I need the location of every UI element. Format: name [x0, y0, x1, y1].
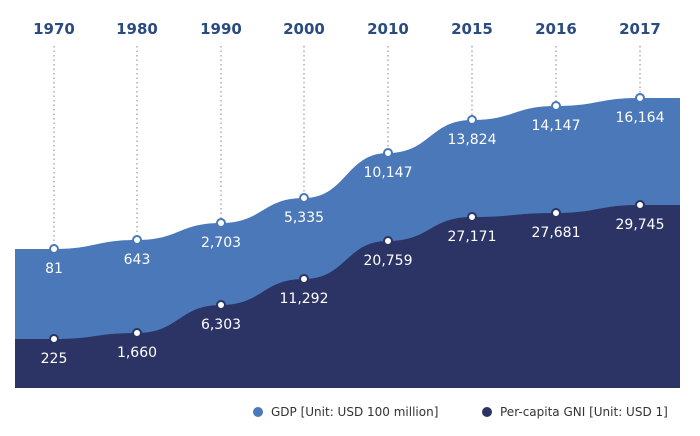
legend-gni-marker: [482, 407, 492, 417]
gdp-value-label: 13,824: [448, 132, 497, 148]
year-labels: 1970 1980 1990 2000 2010 2015 2016 2017: [33, 20, 661, 38]
year-guide-lines: [53, 46, 641, 245]
gni-value-label: 1,660: [117, 345, 157, 361]
legend-gni-label: Per-capita GNI [Unit: USD 1]: [500, 405, 668, 419]
gni-point: [49, 334, 59, 344]
value-labels: 81 225 643 1,660 2,703 6,303 5,335 11,292 10,147…: [41, 110, 665, 367]
gdp-point: [551, 101, 561, 111]
gni-point: [299, 274, 309, 284]
gni-value-label: 11,292: [280, 291, 329, 307]
year-label: 1970: [33, 20, 75, 38]
year-label: 2000: [283, 20, 325, 38]
gni-value-label: 27,681: [532, 225, 581, 241]
data-points: [49, 93, 645, 344]
gdp-point: [49, 244, 59, 254]
gni-value-label: 29,745: [616, 217, 665, 233]
gdp-point: [132, 235, 142, 245]
gdp-point: [635, 93, 645, 103]
gni-point: [635, 200, 645, 210]
legend: GDP [Unit: USD 100 million] Per-capita G…: [253, 405, 668, 419]
year-label: 2015: [451, 20, 493, 38]
year-label: 1980: [116, 20, 158, 38]
gni-value-label: 6,303: [201, 317, 241, 333]
gdp-value-label: 5,335: [284, 210, 324, 226]
year-label: 2017: [619, 20, 661, 38]
gdp-point: [383, 148, 393, 158]
gdp-point: [467, 115, 477, 125]
gdp-point: [216, 218, 226, 228]
year-label: 2016: [535, 20, 577, 38]
gdp-value-label: 16,164: [616, 110, 665, 126]
gni-point: [467, 212, 477, 222]
gdp-value-label: 14,147: [532, 118, 581, 134]
year-label: 2010: [367, 20, 409, 38]
gdp-value-label: 643: [124, 252, 151, 268]
gni-value-label: 20,759: [364, 253, 413, 269]
gni-point: [383, 236, 393, 246]
gni-value-label: 27,171: [448, 229, 497, 245]
gdp-point: [299, 193, 309, 203]
gdp-value-label: 10,147: [364, 165, 413, 181]
gdp-value-label: 81: [45, 261, 63, 277]
gni-value-label: 225: [41, 351, 68, 367]
gni-point: [216, 300, 226, 310]
gni-point: [132, 328, 142, 338]
gdp-value-label: 2,703: [201, 235, 241, 251]
year-label: 1990: [200, 20, 242, 38]
legend-gdp-label: GDP [Unit: USD 100 million]: [271, 405, 438, 419]
gni-area: [15, 205, 680, 388]
chart-areas: [15, 98, 680, 388]
legend-gdp-marker: [253, 407, 263, 417]
gni-point: [551, 208, 561, 218]
